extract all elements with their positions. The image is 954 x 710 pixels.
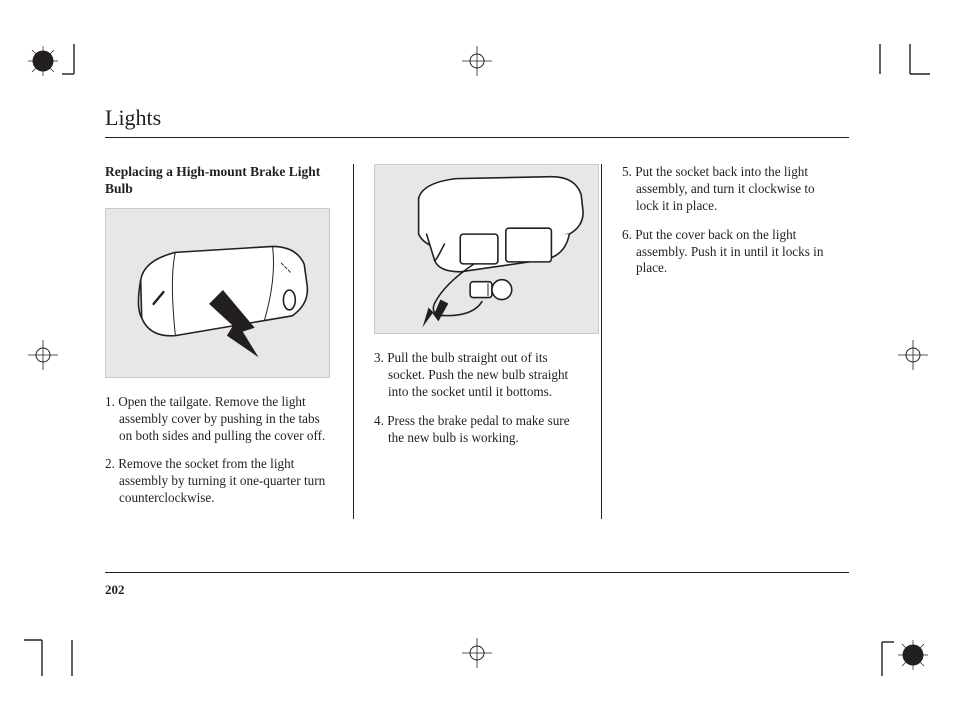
step-2: 2. Remove the socket from the light asse… bbox=[105, 456, 333, 507]
reg-mark-corner-tl bbox=[62, 44, 86, 84]
page: Lights Replacing a High-mount Brake Ligh… bbox=[0, 0, 954, 710]
step-1: 1. Open the tailgate. Remove the light a… bbox=[105, 394, 333, 445]
column-1: Replacing a High-mount Brake Light Bulb bbox=[105, 164, 353, 519]
steps-col1: 1. Open the tailgate. Remove the light a… bbox=[105, 394, 333, 507]
steps-col2: 3. Pull the bulb straight out of its soc… bbox=[374, 350, 581, 446]
footer-rule bbox=[105, 572, 849, 573]
title-rule bbox=[105, 137, 849, 138]
page-title: Lights bbox=[105, 105, 849, 131]
reg-mark-crosshair-right bbox=[898, 340, 928, 370]
reg-mark-corner-br bbox=[870, 636, 894, 676]
step-4: 4. Press the brake pedal to make sure th… bbox=[374, 413, 581, 447]
step-3: 3. Pull the bulb straight out of its soc… bbox=[374, 350, 581, 401]
step-5: 5. Put the socket back into the light as… bbox=[622, 164, 829, 215]
reg-mark-corner-tr bbox=[870, 44, 930, 84]
reg-mark-crosshair-bottom bbox=[462, 638, 492, 668]
page-number: 202 bbox=[105, 582, 125, 598]
steps-col3: 5. Put the socket back into the light as… bbox=[622, 164, 829, 277]
step-6: 6. Put the cover back on the light assem… bbox=[622, 227, 829, 278]
reg-mark-crosshair-left bbox=[28, 340, 58, 370]
content-frame: Lights Replacing a High-mount Brake Ligh… bbox=[105, 105, 849, 605]
section-heading: Replacing a High-mount Brake Light Bulb bbox=[105, 164, 333, 198]
reg-mark-starburst-br bbox=[898, 640, 928, 670]
column-3: 5. Put the socket back into the light as… bbox=[601, 164, 849, 519]
columns: Replacing a High-mount Brake Light Bulb bbox=[105, 164, 849, 519]
light-assembly-closed-icon bbox=[106, 208, 329, 378]
reg-mark-starburst-tl bbox=[28, 46, 58, 76]
reg-mark-crosshair-top bbox=[462, 46, 492, 76]
light-assembly-open-icon bbox=[375, 164, 598, 334]
figure-2 bbox=[374, 164, 599, 334]
figure-1 bbox=[105, 208, 330, 378]
column-2: 3. Pull the bulb straight out of its soc… bbox=[353, 164, 601, 519]
reg-mark-corner-bl bbox=[24, 632, 84, 676]
